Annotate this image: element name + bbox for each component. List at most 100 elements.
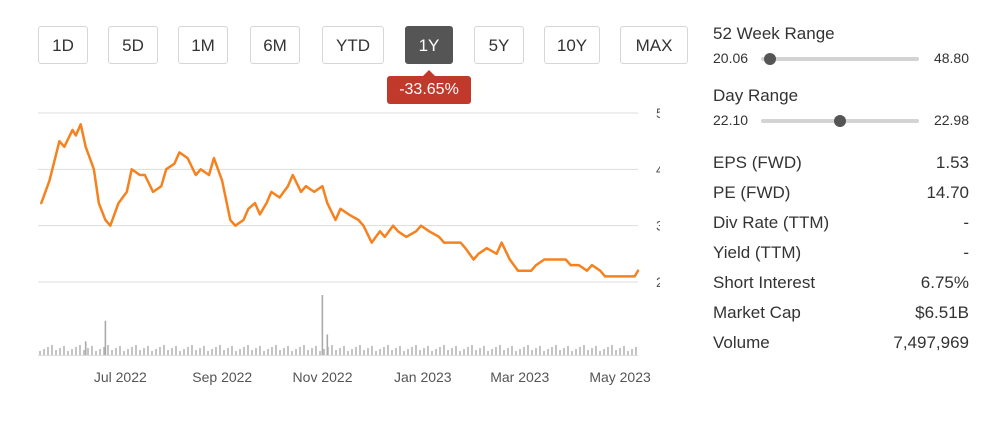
volume-bar bbox=[611, 345, 613, 355]
volume-bar bbox=[603, 349, 605, 355]
volume-bar bbox=[287, 346, 289, 355]
volume-bar bbox=[79, 345, 81, 355]
volume-bar bbox=[171, 348, 173, 355]
stat-row-eps: EPS (FWD) 1.53 bbox=[713, 148, 969, 178]
volume-bar bbox=[595, 346, 597, 355]
stat-row-short-interest: Short Interest 6.75% bbox=[713, 268, 969, 298]
volume-bar bbox=[223, 350, 225, 355]
volume-bars bbox=[39, 295, 637, 355]
volume-bar bbox=[259, 346, 261, 355]
x-tick-label: Mar 2023 bbox=[490, 369, 549, 385]
stat-row-yield: Yield (TTM) - bbox=[713, 238, 969, 268]
volume-bar bbox=[107, 345, 109, 355]
volume-bar bbox=[51, 345, 53, 355]
volume-bar bbox=[407, 349, 409, 355]
volume-bar bbox=[395, 348, 397, 355]
volume-bar bbox=[275, 345, 277, 355]
volume-bar bbox=[75, 347, 77, 355]
volume-bar bbox=[255, 348, 257, 355]
y-tick-label: 40 bbox=[656, 161, 660, 177]
volume-bar bbox=[575, 349, 577, 355]
volume-bar bbox=[339, 348, 341, 355]
range-button-10y[interactable]: 10Y bbox=[544, 26, 600, 64]
stat-row-volume: Volume 7,497,969 bbox=[713, 328, 969, 358]
stat-row-div-rate: Div Rate (TTM) - bbox=[713, 208, 969, 238]
volume-bar bbox=[151, 351, 153, 355]
volume-bar bbox=[295, 349, 297, 355]
volume-bar bbox=[155, 349, 157, 355]
volume-bar bbox=[631, 349, 633, 355]
y-axis-ticks: 50 40 30 20 bbox=[656, 105, 660, 290]
volume-bar bbox=[127, 349, 129, 355]
range-button-5d[interactable]: 5D bbox=[108, 26, 158, 64]
volume-bar bbox=[191, 345, 193, 355]
stat-label: Market Cap bbox=[713, 303, 801, 322]
volume-bar bbox=[355, 347, 357, 355]
volume-bar bbox=[247, 345, 249, 355]
price-line-layer bbox=[40, 123, 640, 278]
volume-bar bbox=[555, 345, 557, 355]
volume-bar bbox=[67, 351, 69, 355]
volume-bar bbox=[483, 346, 485, 355]
volume-bar bbox=[63, 346, 65, 355]
volume-bar bbox=[523, 347, 525, 355]
volume-bar bbox=[187, 347, 189, 355]
price-change-badge: -33.65% bbox=[387, 70, 471, 104]
range-button-1m[interactable]: 1M bbox=[178, 26, 228, 64]
volume-bar bbox=[347, 351, 349, 355]
volume-bar bbox=[535, 348, 537, 355]
stat-label: Yield (TTM) bbox=[713, 243, 802, 262]
volume-bar bbox=[251, 350, 253, 355]
volume-spike bbox=[84, 341, 87, 355]
volume-bar bbox=[147, 346, 149, 355]
volume-bar bbox=[543, 351, 545, 355]
volume-bar bbox=[115, 348, 117, 355]
volume-spike bbox=[104, 320, 107, 355]
volume-bar bbox=[447, 350, 449, 355]
week52-low: 20.06 bbox=[713, 50, 749, 66]
range-button-1y[interactable]: 1Y bbox=[405, 26, 453, 64]
volume-bar bbox=[47, 347, 49, 355]
volume-bar bbox=[179, 351, 181, 355]
volume-bar bbox=[55, 350, 57, 355]
range-button-6m[interactable]: 6M bbox=[250, 26, 300, 64]
y-tick-label: 30 bbox=[656, 218, 660, 234]
volume-bar bbox=[351, 349, 353, 355]
volume-bar bbox=[219, 345, 221, 355]
stat-value: $6.51B bbox=[915, 303, 969, 322]
week52-range-title: 52 Week Range bbox=[713, 24, 835, 43]
stat-value: 14.70 bbox=[926, 183, 969, 202]
volume-bar bbox=[131, 347, 133, 355]
volume-bar bbox=[491, 349, 493, 355]
x-tick-label: Jan 2023 bbox=[394, 369, 452, 385]
day-slider-track bbox=[761, 115, 919, 127]
volume-bar bbox=[387, 345, 389, 355]
volume-bar bbox=[159, 347, 161, 355]
volume-bar bbox=[443, 345, 445, 355]
x-tick-label: Nov 2022 bbox=[293, 369, 353, 385]
volume-bar bbox=[599, 351, 601, 355]
stat-label: EPS (FWD) bbox=[713, 153, 802, 172]
range-button-max[interactable]: MAX bbox=[620, 26, 688, 64]
volume-bar bbox=[231, 346, 233, 355]
volume-bar bbox=[99, 349, 101, 355]
volume-bar bbox=[91, 346, 93, 355]
volume-bar bbox=[363, 350, 365, 355]
x-tick-label: May 2023 bbox=[589, 369, 651, 385]
week52-slider-track bbox=[761, 53, 919, 65]
range-button-1d[interactable]: 1D bbox=[38, 26, 88, 64]
range-button-5y[interactable]: 5Y bbox=[474, 26, 524, 64]
volume-bar bbox=[423, 348, 425, 355]
volume-bar bbox=[451, 348, 453, 355]
volume-bar bbox=[263, 351, 265, 355]
range-button-ytd[interactable]: YTD bbox=[322, 26, 384, 64]
volume-bar bbox=[399, 346, 401, 355]
volume-bar bbox=[475, 350, 477, 355]
volume-bar bbox=[343, 346, 345, 355]
volume-bar bbox=[607, 347, 609, 355]
stat-row-pe: PE (FWD) 14.70 bbox=[713, 178, 969, 208]
volume-bar bbox=[95, 351, 97, 355]
volume-bar bbox=[103, 347, 105, 355]
volume-bar bbox=[563, 348, 565, 355]
